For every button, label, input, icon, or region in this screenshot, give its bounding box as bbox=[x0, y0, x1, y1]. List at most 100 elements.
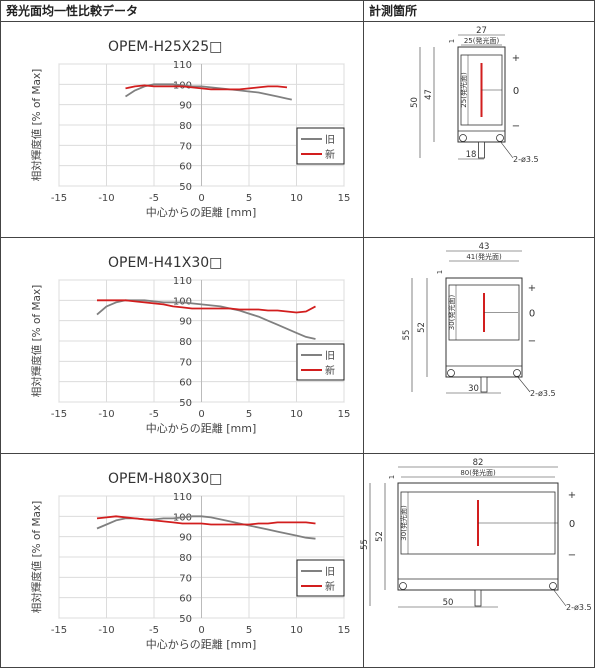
y-axis-label: 相対輝度値 [% of Max] bbox=[30, 285, 43, 398]
dim-mid-height: 52 bbox=[417, 322, 427, 333]
y-tick-label: 50 bbox=[179, 398, 192, 409]
x-tick-label: -10 bbox=[98, 625, 114, 636]
legend: 旧新 bbox=[296, 127, 345, 165]
hole-callout-line bbox=[552, 588, 567, 607]
x-tick-label: 5 bbox=[246, 193, 252, 204]
x-tick-label: 15 bbox=[338, 409, 351, 420]
x-tick-label: 10 bbox=[290, 409, 303, 420]
dim-left-height: 55 bbox=[360, 539, 370, 550]
y-tick-label: 70 bbox=[179, 141, 192, 152]
legend: 旧新 bbox=[296, 343, 345, 381]
dim-bottom: 18 bbox=[466, 150, 477, 160]
dim-mid-height: 47 bbox=[424, 89, 434, 100]
mount-hole-left bbox=[399, 582, 407, 590]
legend-label: 旧 bbox=[325, 134, 335, 146]
hole-callout-line bbox=[516, 375, 531, 393]
y-tick-label: 90 bbox=[179, 317, 192, 328]
position-minus: − bbox=[568, 550, 576, 561]
series-line-old bbox=[125, 83, 292, 101]
chart-title: OPEM-H25X25□ bbox=[108, 39, 222, 55]
y-tick-label: 70 bbox=[179, 357, 192, 368]
x-tick-label: -5 bbox=[149, 409, 159, 420]
header-right-title: 計測箇所 bbox=[369, 3, 417, 18]
legend-box bbox=[296, 559, 345, 597]
x-tick-label: 10 bbox=[290, 193, 303, 204]
mount-hole-left bbox=[459, 134, 467, 142]
dim-bottom: 30 bbox=[468, 384, 479, 394]
x-tick-label: -10 bbox=[98, 409, 114, 420]
x-axis-label: 中心からの距離 [mm] bbox=[146, 421, 257, 435]
dim-mid-height: 52 bbox=[375, 531, 385, 542]
legend-label: 新 bbox=[325, 148, 335, 161]
dim-inner-width: 41(発光面) bbox=[466, 252, 502, 261]
dim-inner-width: 25(発光面) bbox=[464, 36, 500, 45]
position-plus: + bbox=[512, 53, 520, 64]
legend-label: 旧 bbox=[325, 566, 335, 578]
series-line-new bbox=[125, 84, 288, 91]
dim-hole: 2-ø3.5 bbox=[566, 603, 592, 612]
mount-hole-right bbox=[513, 369, 521, 377]
dim-hole: 2-ø3.5 bbox=[530, 389, 556, 398]
x-tick-label: 15 bbox=[338, 625, 351, 636]
dim-left-height: 55 bbox=[402, 330, 412, 341]
y-tick-label: 50 bbox=[179, 614, 192, 625]
dim-top-gap: 1 bbox=[448, 39, 456, 43]
cable-stem bbox=[480, 376, 488, 393]
mount-hole-left bbox=[447, 369, 455, 377]
cable-stem bbox=[474, 589, 482, 607]
y-tick-label: 80 bbox=[179, 337, 192, 348]
x-tick-label: 5 bbox=[246, 625, 252, 636]
x-tick-label: 0 bbox=[198, 193, 204, 204]
chart-title: OPEM-H80X30□ bbox=[108, 471, 222, 487]
y-tick-label: 60 bbox=[179, 162, 192, 173]
y-tick-label: 90 bbox=[179, 101, 192, 112]
position-zero: 0 bbox=[569, 519, 575, 530]
y-axis-label: 相対輝度値 [% of Max] bbox=[30, 501, 43, 614]
legend-box bbox=[296, 343, 345, 381]
legend-label: 旧 bbox=[325, 350, 335, 362]
header-left-title: 発光面均一性比較データ bbox=[5, 3, 138, 18]
y-tick-label: 110 bbox=[173, 60, 192, 71]
dim-outer-width: 82 bbox=[473, 458, 484, 468]
chart-title: OPEM-H41X30□ bbox=[108, 255, 222, 271]
legend: 旧新 bbox=[296, 559, 345, 597]
x-tick-label: -15 bbox=[51, 625, 67, 636]
y-tick-label: 70 bbox=[179, 573, 192, 584]
y-tick-label: 110 bbox=[173, 492, 192, 503]
legend-label: 新 bbox=[325, 580, 335, 593]
dim-outer-width: 27 bbox=[476, 26, 487, 36]
x-tick-label: 0 bbox=[198, 409, 204, 420]
hole-callout-line bbox=[499, 140, 514, 159]
y-tick-label: 80 bbox=[179, 121, 192, 132]
dim-hole: 2-ø3.5 bbox=[513, 155, 539, 164]
x-tick-label: 10 bbox=[290, 625, 303, 636]
x-axis-label: 中心からの距離 [mm] bbox=[146, 205, 257, 219]
dim-inner-width: 80(発光面) bbox=[460, 468, 496, 477]
y-tick-label: 60 bbox=[179, 594, 192, 605]
dim-face-height: 30(発光面) bbox=[447, 295, 456, 331]
y-tick-label: 80 bbox=[179, 553, 192, 564]
y-tick-label: 110 bbox=[173, 276, 192, 287]
position-minus: − bbox=[512, 121, 520, 132]
dim-face-height: 25(発光面) bbox=[459, 72, 468, 108]
series-line-new bbox=[96, 515, 316, 526]
x-tick-label: -5 bbox=[149, 625, 159, 636]
dim-outer-width: 43 bbox=[479, 242, 490, 252]
y-tick-label: 60 bbox=[179, 378, 192, 389]
x-tick-label: 15 bbox=[338, 193, 351, 204]
position-minus: − bbox=[528, 336, 536, 347]
dim-left-height: 50 bbox=[410, 97, 420, 108]
legend-label: 新 bbox=[325, 364, 335, 377]
dim-face-height: 30(発光面) bbox=[399, 505, 408, 541]
position-plus: + bbox=[528, 283, 536, 294]
series-line-old bbox=[96, 299, 316, 340]
